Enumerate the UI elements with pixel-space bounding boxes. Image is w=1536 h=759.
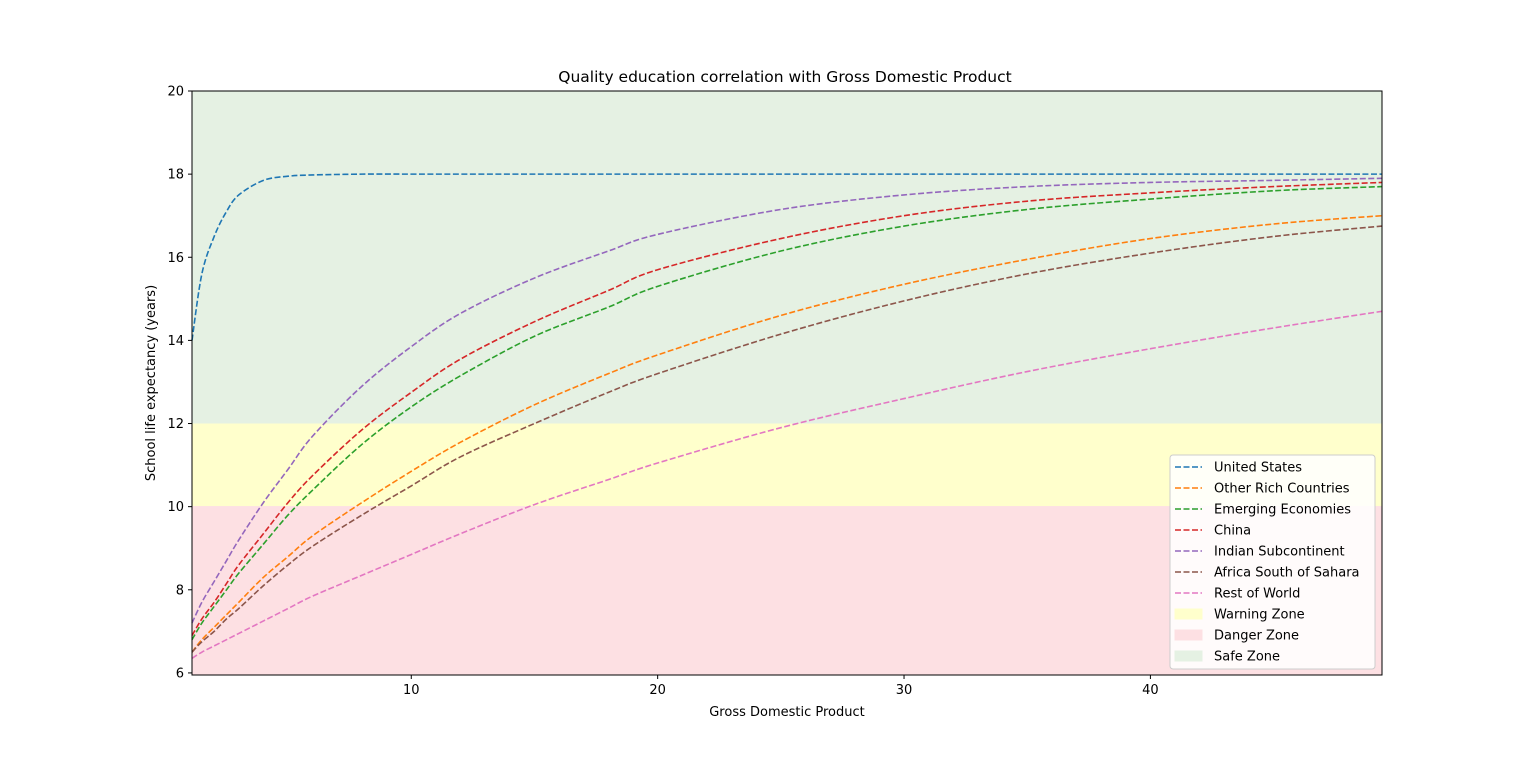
y-tick-label: 16 — [167, 251, 184, 266]
legend-box — [1169, 454, 1376, 670]
x-axis-label: Gross Domestic Product — [709, 705, 865, 720]
y-tick-label: 14 — [167, 334, 184, 349]
legend-swatch — [1174, 650, 1203, 662]
y-tick-label: 20 — [167, 85, 184, 100]
y-tick-label: 10 — [167, 500, 184, 515]
series-layer — [191, 173, 1383, 660]
chart-title: Quality education correlation with Gross… — [558, 68, 1011, 86]
x-ticks: 10 20 30 40 — [403, 675, 1159, 698]
legend-label: China — [1214, 524, 1251, 539]
x-tick-label: 20 — [649, 683, 666, 698]
legend-label: Danger Zone — [1214, 629, 1299, 644]
y-ticks: 6 8 10 12 14 16 18 20 — [167, 85, 192, 681]
series-line-africa-south-of-sahara — [191, 225, 1383, 653]
plot-frame — [191, 90, 1383, 676]
legend-label: Emerging Economies — [1214, 503, 1351, 518]
legend-label: Safe Zone — [1214, 650, 1280, 665]
x-tick-label: 10 — [403, 683, 420, 698]
zone-safe-zone — [192, 91, 1382, 424]
series-line-united-states — [191, 173, 1382, 341]
legend-swatch — [1174, 608, 1203, 620]
x-tick-label: 40 — [1142, 683, 1159, 698]
y-tick-label: 8 — [176, 583, 184, 598]
series-line-emerging-economies — [191, 185, 1383, 641]
y-axis-label: School life expectancy (years) — [144, 285, 159, 481]
y-tick-label: 6 — [176, 666, 184, 681]
legend-label: Africa South of Sahara — [1214, 566, 1360, 581]
legend-label: Other Rich Countries — [1214, 482, 1350, 497]
legend-label: Rest of World — [1214, 587, 1300, 602]
legend: United States Other Rich Countries Emergin… — [1169, 454, 1376, 670]
series-line-indian-subcontinent — [191, 177, 1383, 624]
legend-label: United States — [1214, 461, 1302, 476]
y-tick-label: 18 — [167, 168, 184, 183]
series-line-china — [191, 181, 1383, 636]
legend-label: Warning Zone — [1214, 608, 1305, 623]
series-line-rest-of-world — [191, 310, 1383, 660]
legend-swatch — [1174, 629, 1203, 641]
y-tick-label: 12 — [167, 417, 184, 432]
legend-label: Indian Subcontinent — [1214, 545, 1345, 560]
x-tick-label: 30 — [896, 683, 913, 698]
series-line-other-rich-countries — [191, 214, 1383, 653]
